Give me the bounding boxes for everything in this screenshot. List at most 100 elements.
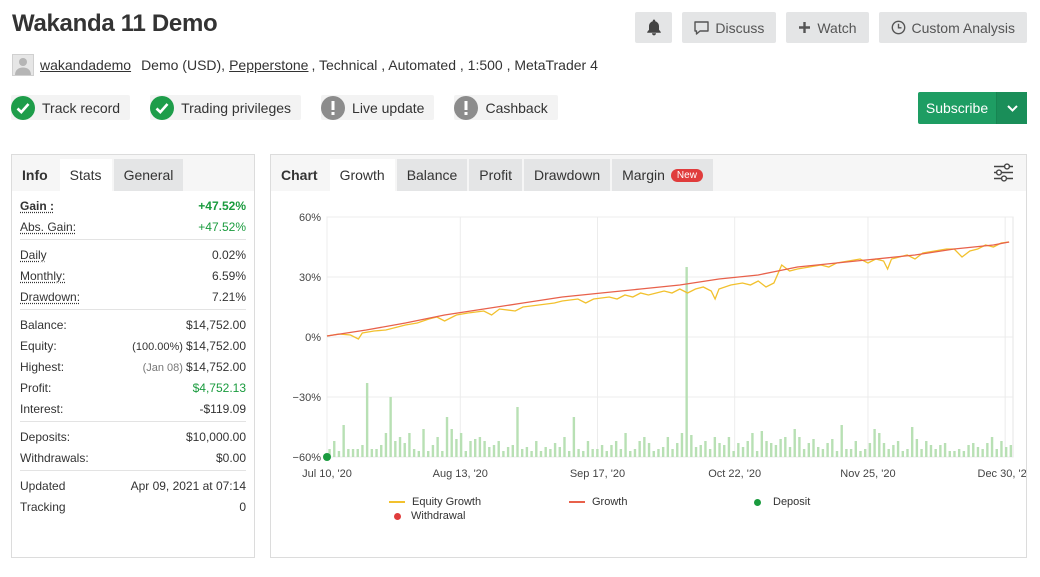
chart-bar[interactable] bbox=[539, 451, 543, 457]
badge-track-record[interactable]: Track record bbox=[11, 95, 131, 120]
chart-bar[interactable] bbox=[544, 447, 547, 457]
custom-analysis-button[interactable]: Custom Analysis bbox=[878, 12, 1027, 43]
chart-bar[interactable] bbox=[384, 433, 388, 457]
chart-bar[interactable] bbox=[657, 449, 660, 457]
subscribe-button[interactable]: Subscribe bbox=[918, 92, 997, 124]
chart-bar[interactable] bbox=[619, 449, 623, 457]
chart-bar[interactable] bbox=[342, 425, 345, 457]
chart-bar[interactable] bbox=[671, 449, 674, 457]
chart-bar[interactable] bbox=[765, 441, 768, 457]
chart-bar[interactable] bbox=[854, 441, 857, 457]
chart-bar[interactable] bbox=[647, 443, 651, 457]
chart-bar[interactable] bbox=[807, 443, 811, 457]
tab-balance[interactable]: Balance bbox=[396, 159, 468, 191]
chart-bar[interactable] bbox=[520, 449, 524, 457]
chart-bar[interactable] bbox=[605, 451, 608, 457]
chart-bar[interactable] bbox=[948, 451, 951, 457]
chart-bar[interactable] bbox=[849, 449, 853, 457]
chart-bar[interactable] bbox=[793, 429, 796, 457]
chart-bar[interactable] bbox=[567, 451, 571, 457]
chart-bar[interactable] bbox=[1004, 447, 1008, 457]
tab-drawdown[interactable]: Drawdown bbox=[523, 159, 611, 191]
chart-bar[interactable] bbox=[586, 441, 590, 457]
chart-bar[interactable] bbox=[901, 451, 904, 457]
chart-bar[interactable] bbox=[591, 449, 594, 457]
chart-bar[interactable] bbox=[474, 439, 477, 457]
chart-bar[interactable] bbox=[718, 443, 721, 457]
chart-bar[interactable] bbox=[427, 451, 430, 457]
chart-bar[interactable] bbox=[943, 443, 947, 457]
chart-bar[interactable] bbox=[488, 447, 491, 457]
chart-bar[interactable] bbox=[939, 445, 942, 457]
chart-bar[interactable] bbox=[614, 441, 618, 457]
chart-bar[interactable] bbox=[953, 451, 956, 457]
chart-bar[interactable] bbox=[892, 445, 895, 457]
chart-bar[interactable] bbox=[600, 445, 604, 457]
chart-bar[interactable] bbox=[774, 445, 778, 457]
chart-bar[interactable] bbox=[633, 449, 637, 457]
subscribe-dropdown[interactable] bbox=[997, 92, 1027, 124]
chart-bar[interactable] bbox=[680, 433, 684, 457]
chart-bar[interactable] bbox=[572, 417, 576, 457]
chart-bar[interactable] bbox=[1009, 445, 1013, 457]
tab-chart[interactable]: Chart bbox=[281, 167, 318, 183]
chart-bar[interactable] bbox=[929, 445, 933, 457]
chart-bar[interactable] bbox=[347, 449, 350, 457]
chart-bar[interactable] bbox=[459, 433, 463, 457]
chart-bar[interactable] bbox=[685, 267, 688, 457]
chart-bar[interactable] bbox=[333, 441, 336, 457]
chart-bar[interactable] bbox=[676, 443, 679, 457]
series-line-equity-growth[interactable] bbox=[326, 241, 1010, 340]
chart-bar[interactable] bbox=[925, 441, 928, 457]
chart-bar[interactable] bbox=[436, 437, 439, 457]
chart-bar[interactable] bbox=[694, 447, 698, 457]
tab-margin[interactable]: Margin New bbox=[612, 159, 713, 191]
chart-bar[interactable] bbox=[882, 443, 886, 457]
chart-bar[interactable] bbox=[986, 443, 989, 457]
chart-bar[interactable] bbox=[755, 451, 759, 457]
chart-bar[interactable] bbox=[770, 443, 773, 457]
chart-bar[interactable] bbox=[394, 441, 397, 457]
chart-bar[interactable] bbox=[502, 451, 505, 457]
chart-bar[interactable] bbox=[553, 443, 557, 457]
notifications-button[interactable] bbox=[635, 12, 673, 43]
chart-bar[interactable] bbox=[417, 451, 421, 457]
chart-bar[interactable] bbox=[328, 449, 331, 457]
watch-button[interactable]: Watch bbox=[786, 12, 869, 43]
chart-bar[interactable] bbox=[412, 449, 416, 457]
chart-bar[interactable] bbox=[802, 449, 806, 457]
chart-bar[interactable] bbox=[530, 451, 533, 457]
stat-label[interactable]: Daily bbox=[20, 247, 47, 262]
chart-bar[interactable] bbox=[690, 435, 693, 457]
chart-bar[interactable] bbox=[511, 445, 514, 457]
series-line-growth[interactable] bbox=[326, 241, 1010, 337]
chart-bar[interactable] bbox=[356, 449, 359, 457]
chart-bar[interactable] bbox=[812, 439, 815, 457]
chart-bar[interactable] bbox=[967, 445, 970, 457]
chart-bar[interactable] bbox=[995, 449, 998, 457]
chart-bar[interactable] bbox=[337, 451, 341, 457]
chart-bar[interactable] bbox=[422, 429, 425, 457]
chart-bar[interactable] bbox=[549, 449, 552, 457]
chart-bar[interactable] bbox=[990, 437, 994, 457]
chart-bar[interactable] bbox=[981, 449, 984, 457]
chart-bar[interactable] bbox=[732, 451, 735, 457]
chart-bar[interactable] bbox=[408, 433, 411, 457]
stat-label[interactable]: Monthly: bbox=[20, 268, 66, 283]
chart-bar[interactable] bbox=[478, 437, 482, 457]
chart-bar[interactable] bbox=[957, 449, 961, 457]
chart-bar[interactable] bbox=[389, 397, 392, 457]
chart-bar[interactable] bbox=[878, 433, 881, 457]
chart-bar[interactable] bbox=[497, 441, 500, 457]
chart-bar[interactable] bbox=[365, 383, 369, 457]
chart-bar[interactable] bbox=[525, 447, 529, 457]
chart-bar[interactable] bbox=[798, 437, 801, 457]
chart-bar[interactable] bbox=[723, 445, 726, 457]
chart-bar[interactable] bbox=[558, 447, 561, 457]
chart-bar[interactable] bbox=[351, 449, 355, 457]
chart-bar[interactable] bbox=[666, 437, 670, 457]
chart-bar[interactable] bbox=[596, 449, 599, 457]
chart-bar[interactable] bbox=[375, 449, 378, 457]
chart-bar[interactable] bbox=[652, 451, 655, 457]
legend-equity-growth[interactable]: Equity Growth bbox=[389, 496, 481, 508]
